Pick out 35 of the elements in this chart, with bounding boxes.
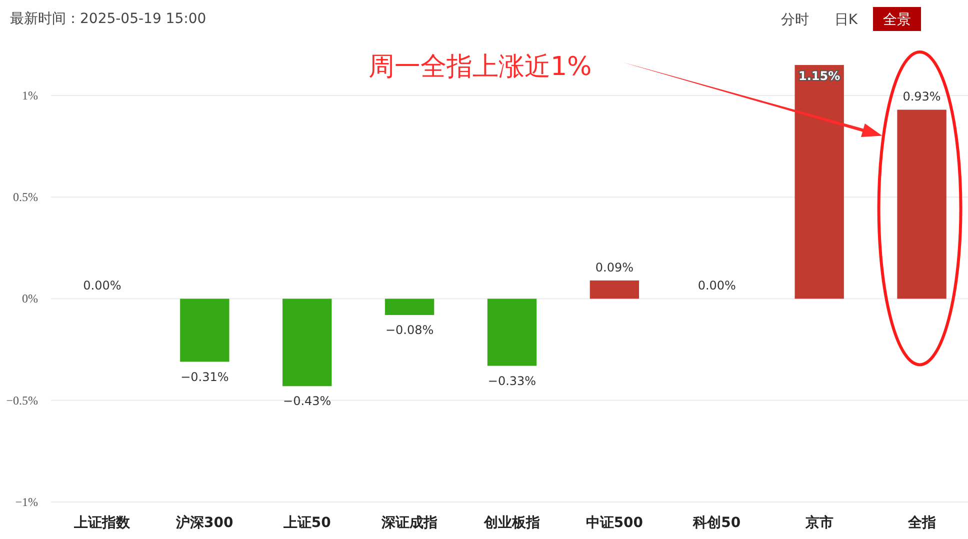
text: 全景 [883, 12, 911, 28]
data-label: 1.15% [798, 69, 840, 83]
x-tick-label: 京市 [804, 514, 834, 531]
annotation: 周一全指上涨近1% [368, 52, 592, 82]
bar [384, 298, 434, 316]
data-label: −0.08% [385, 323, 434, 338]
data-label: −0.33% [488, 374, 536, 388]
x-tick-label: 创业板指 [483, 515, 540, 531]
data-label: 0.09% [595, 260, 634, 274]
y-tick-label: 1% [22, 88, 38, 102]
data-label: 0.00% [698, 278, 736, 293]
y-tick-label: 0% [22, 292, 38, 306]
data-label: −0.31% [180, 370, 229, 384]
text: 最新时间：2025-05-19 15:00 [10, 11, 206, 27]
bar [590, 280, 640, 299]
data-label: 0.93% [902, 90, 941, 104]
x-tick-label: 全指 [906, 515, 936, 531]
x-tick-label: 深证成指 [380, 515, 438, 531]
y-tick-label: −0.5% [6, 393, 38, 408]
data-label: 0.00% [83, 278, 122, 293]
bar [794, 65, 844, 299]
bar [180, 298, 230, 362]
x-tick-label: 上证指数 [73, 515, 132, 531]
bar [487, 298, 537, 366]
x-tick-label: 上证50 [282, 515, 332, 531]
x-tick-label: 科创50 [692, 515, 741, 531]
data-label: −0.43% [283, 394, 332, 408]
x-tick-label: 沪深300 [175, 514, 234, 531]
y-tick-label: 0.5% [13, 190, 38, 204]
bar [897, 110, 946, 299]
text: 分时 [781, 12, 809, 28]
text: 日K [834, 12, 858, 28]
x-tick-label: 中证500 [586, 515, 644, 531]
bar [282, 298, 332, 386]
y-tick-label: −1% [15, 495, 38, 509]
